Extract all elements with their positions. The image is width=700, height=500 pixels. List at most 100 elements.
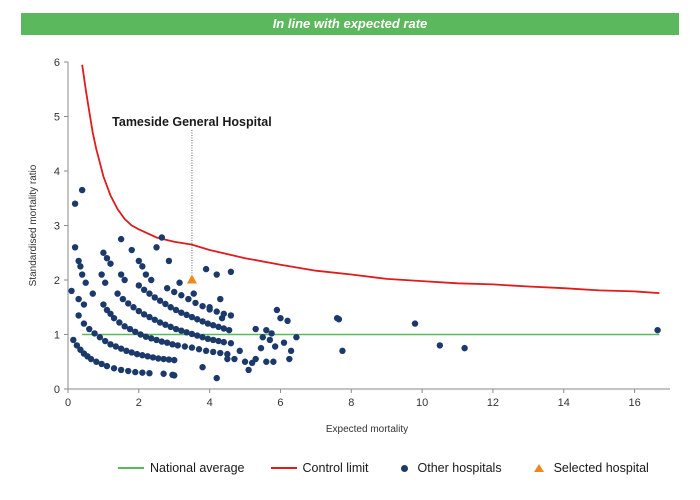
other-hospital-point [126, 325, 134, 333]
other-hospital-point [121, 276, 128, 284]
other-hospital-point [183, 311, 190, 319]
other-hospital-point [167, 304, 174, 311]
other-hospital-point [151, 316, 158, 323]
other-hospital-point [220, 310, 228, 317]
other-hospital-point [139, 352, 146, 359]
other-hospital-point [220, 325, 228, 332]
national-average-swatch [118, 467, 144, 469]
other-hospital-point [252, 355, 259, 363]
other-hospital-point [411, 320, 419, 327]
other-hospital-point [227, 340, 235, 347]
legend-item-other-hospitals: Other hospitals [395, 461, 502, 475]
other-hospital-point [190, 290, 197, 297]
other-hospital-point [165, 257, 173, 265]
x-tick-label: 0 [65, 397, 71, 409]
other-hospital-point [107, 310, 114, 317]
other-hospital-point [163, 284, 171, 292]
other-hospital-point [80, 301, 88, 308]
other-hospital-point [185, 295, 192, 303]
other-hospital-point [133, 350, 141, 358]
other-hospital-point [217, 295, 224, 303]
other-hospital-point [103, 362, 111, 370]
other-hospital-point [204, 320, 212, 327]
other-hospital-point [231, 355, 238, 363]
legend-item-national-average: National average [118, 461, 245, 475]
other-hospital-point [140, 286, 148, 294]
x-tick-label: 14 [558, 397, 570, 409]
other-hospital-point [162, 300, 169, 308]
x-tick-label: 12 [487, 397, 499, 409]
control-limit-curve [81, 64, 660, 294]
other-hospital-point [270, 358, 277, 365]
status-banner: In line with expected rate [21, 13, 679, 35]
other-hospital-point [194, 316, 201, 323]
x-axis-title: Expected mortality [326, 424, 408, 435]
other-hospital-point [266, 336, 274, 344]
y-tick-label: 5 [54, 112, 60, 124]
x-tick-label: 10 [416, 397, 428, 409]
other-hospital-point [199, 318, 206, 325]
other-hospital-point [75, 295, 82, 303]
other-hospital-point [204, 335, 212, 343]
other-hospital-point [68, 287, 75, 295]
other-hospital-point [461, 344, 468, 352]
other-hospital-point [293, 334, 300, 341]
other-hospital-point [155, 355, 162, 362]
other-hospital-point [199, 334, 206, 341]
other-hospital-point [213, 374, 220, 382]
other-hospital-point [181, 343, 189, 350]
other-hospital-point [146, 290, 153, 297]
other-hospital-point [144, 353, 151, 360]
x-tick-label: 6 [277, 397, 283, 409]
other-hospital-point [654, 326, 661, 334]
selected-hospital-point [186, 274, 197, 284]
x-tick-label: 16 [628, 397, 640, 409]
other-hospital-point [87, 355, 95, 363]
other-hospital-point [188, 313, 196, 321]
other-hospital-point [188, 344, 196, 351]
other-hospital-point [171, 288, 178, 296]
other-hospital-point [192, 299, 199, 307]
other-hospital-point [284, 317, 291, 325]
other-hospitals-swatch [400, 464, 408, 472]
other-hospital-point [135, 282, 143, 289]
other-hospital-point [245, 366, 252, 374]
control-limit-swatch [270, 467, 297, 469]
selected-hospital-label: Tameside General Hospital [112, 115, 272, 129]
other-hospital-point [171, 372, 178, 379]
other-hospital-point [107, 341, 114, 348]
other-hospital-point [116, 319, 123, 326]
other-hospital-point [156, 297, 164, 304]
y-tick-label: 4 [54, 166, 60, 178]
other-hospital-point [71, 244, 79, 251]
legend-item-selected-hospital: Selected hospital [528, 461, 649, 475]
other-hospital-point [160, 370, 167, 377]
other-hospital-point [280, 339, 288, 346]
legend-label-control-limit: Control limit [302, 461, 369, 475]
other-hospital-point [156, 319, 164, 326]
other-hospital-point [160, 355, 167, 363]
other-hospital-point [139, 369, 146, 376]
other-hospital-point [75, 257, 82, 265]
other-hospital-point [199, 302, 206, 310]
other-hospital-point [436, 342, 444, 349]
other-hospital-point [171, 356, 178, 364]
other-hospital-point [77, 263, 84, 270]
other-hospital-point [132, 368, 139, 376]
other-hospital-point [125, 300, 132, 307]
other-hospital-point [110, 365, 118, 372]
other-hospital-point [165, 356, 173, 363]
other-hospital-point [117, 366, 125, 374]
other-hospital-point [153, 336, 160, 344]
other-hospital-point [119, 295, 127, 303]
other-hospital-point [178, 309, 185, 316]
other-hospital-point [169, 341, 176, 348]
other-hospital-point [158, 234, 166, 241]
other-hospital-point [178, 292, 185, 299]
other-hospital-point [195, 346, 203, 353]
other-hospital-point [172, 306, 180, 314]
other-hospital-point [225, 326, 233, 334]
y-axis-title: Standardised mortality ratio [28, 164, 39, 286]
